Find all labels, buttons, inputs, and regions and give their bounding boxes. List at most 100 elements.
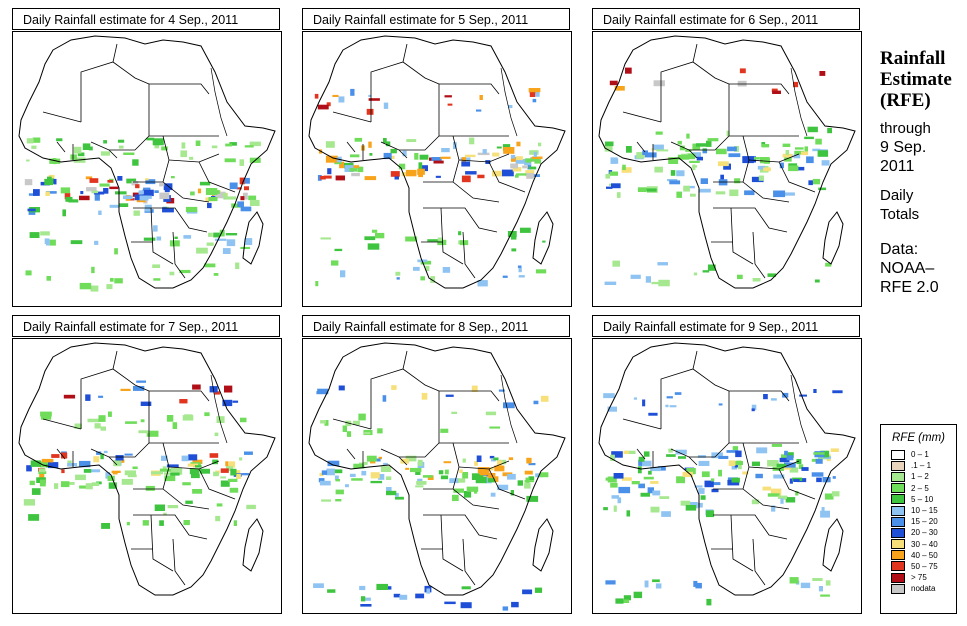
- rainfall-cell: [338, 385, 345, 391]
- country-border: [112, 43, 118, 63]
- rainfall-cell: [753, 157, 760, 160]
- country-border: [398, 456, 408, 466]
- rainfall-cell: [487, 478, 495, 483]
- rainfall-cell: [364, 236, 376, 241]
- side-description: Rainfall Estimate (RFE) through 9 Sep. 2…: [880, 48, 965, 297]
- rainfall-cell: [604, 146, 613, 152]
- rainfall-cell: [161, 455, 168, 461]
- rainfall-cell: [517, 265, 522, 268]
- rainfall-cell: [469, 137, 475, 145]
- country-border: [660, 61, 730, 122]
- rainfall-cell: [28, 210, 36, 215]
- country-border: [162, 135, 170, 183]
- rainfall-cell: [378, 456, 382, 460]
- rainfall-cell: [499, 459, 507, 465]
- rainfall-cell: [642, 150, 648, 155]
- rainfall-cell: [353, 165, 360, 169]
- rainfall-cell: [689, 160, 700, 163]
- rainfall-cell: [811, 472, 824, 477]
- panel-title: Daily Rainfall estimate for 6 Sep., 2011: [592, 8, 860, 30]
- rainfall-cell: [151, 471, 163, 475]
- rainfall-cell: [529, 92, 536, 97]
- rainfall-cell: [650, 481, 659, 484]
- rainfall-cell: [89, 178, 99, 183]
- product-title-line: Rainfall: [880, 48, 946, 69]
- rainfall-cell: [349, 473, 356, 477]
- rainfall-cell: [319, 175, 326, 180]
- rainfall-cell: [182, 482, 191, 486]
- rainfall-cell: [138, 190, 144, 195]
- rainfall-field: [314, 88, 547, 287]
- rainfall-cell: [395, 271, 401, 276]
- rainfall-cell: [771, 444, 782, 447]
- rainfall-cell: [117, 176, 123, 181]
- rainfall-cell: [477, 280, 488, 287]
- rainfall-cell: [726, 130, 730, 137]
- rainfall-cell: [91, 266, 95, 274]
- rainfall-cell: [658, 466, 666, 471]
- rainfall-cell: [633, 397, 637, 400]
- rainfall-cell: [164, 475, 176, 482]
- country-border: [439, 83, 500, 95]
- rainfall-cell: [742, 156, 754, 164]
- rainfall-cell: [734, 178, 741, 184]
- country-border: [660, 368, 730, 429]
- rainfall-cell: [154, 504, 165, 511]
- country-border: [713, 488, 790, 510]
- rainfall-cell: [471, 385, 478, 392]
- rainfall-cell: [793, 166, 805, 171]
- rainfall-cell: [690, 193, 696, 197]
- rainfall-cell: [230, 468, 237, 476]
- rainfall-cell: [146, 195, 152, 199]
- rainfall-cell: [196, 247, 208, 254]
- rainfall-cell: [192, 489, 203, 494]
- rainfall-cell: [133, 210, 140, 216]
- rainfall-cell: [319, 480, 331, 486]
- rainfall-cell: [625, 450, 636, 454]
- rainfall-cell: [93, 191, 105, 195]
- country-border: [729, 83, 790, 95]
- rainfall-cell: [340, 270, 346, 278]
- rainfall-cell: [496, 460, 503, 467]
- rainfall-cell: [383, 102, 389, 109]
- rainfall-cell: [185, 206, 198, 213]
- rainfall-cell: [812, 578, 823, 581]
- rainfall-cell: [534, 159, 541, 164]
- rainfall-cell: [138, 430, 150, 434]
- country-border: [149, 83, 210, 95]
- rainfall-cell: [815, 458, 823, 464]
- rainfall-cell: [107, 179, 113, 183]
- rainfall-cell: [164, 472, 176, 475]
- rainfall-cell: [732, 446, 739, 450]
- rainfall-cell: [146, 430, 159, 437]
- rainfall-cell: [378, 474, 385, 480]
- rainfall-cell: [65, 196, 73, 202]
- legend-item: 20 – 30: [891, 527, 956, 538]
- madagascar-outline: [532, 518, 554, 572]
- country-border: [42, 111, 82, 123]
- country-border: [439, 390, 500, 402]
- rainfall-cell: [532, 98, 537, 103]
- rainfall-cell: [729, 189, 739, 197]
- rainfall-cell: [327, 589, 336, 593]
- rainfall-cell: [606, 186, 613, 189]
- rainfall-cell: [731, 477, 740, 483]
- rainfall-cell: [676, 170, 685, 177]
- rainfall-cell: [338, 96, 345, 103]
- rainfall-cell: [800, 582, 811, 589]
- legend-label: nodata: [911, 584, 936, 594]
- rainfall-cell: [650, 466, 662, 472]
- rainfall-cell: [214, 432, 219, 437]
- rainfall-cell: [535, 269, 547, 274]
- rainfall-cell: [476, 478, 481, 482]
- rainfall-cell: [646, 188, 657, 192]
- rainfall-cell: [442, 267, 451, 273]
- rainfall-cell: [376, 583, 388, 590]
- rainfall-cell: [518, 267, 522, 273]
- rainfall-cell: [503, 147, 515, 154]
- rainfall-cell: [101, 523, 110, 529]
- rainfall-cell: [701, 471, 710, 478]
- africa-coastline: [598, 342, 856, 596]
- rainfall-cell: [825, 262, 832, 267]
